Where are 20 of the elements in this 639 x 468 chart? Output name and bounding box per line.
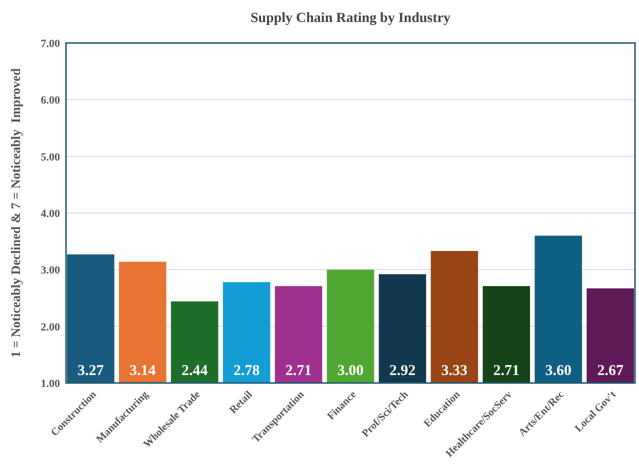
y-tick-label: 5.00 (40, 151, 60, 164)
data-label: 2.71 (493, 363, 520, 379)
y-tick-label: 4.00 (40, 208, 60, 220)
y-tick-label: 6.00 (40, 94, 60, 107)
y-tick-label: 1.00 (40, 378, 60, 390)
y-axis-title: 1 = Noticeably Declined & 7 = Noticeably Improved (8, 68, 23, 358)
data-label: 3.27 (78, 363, 104, 379)
data-label: 3.14 (130, 363, 156, 379)
data-label: 3.33 (441, 363, 468, 379)
chart-title: Supply Chain Rating by Industry (250, 11, 450, 26)
y-tick-label: 2.00 (40, 321, 60, 334)
data-label: 3.60 (545, 363, 572, 379)
y-tick-label: 7.00 (40, 38, 60, 50)
data-label: 2.44 (181, 363, 208, 379)
data-label: 2.71 (285, 363, 312, 379)
data-label: 3.00 (337, 363, 364, 379)
data-label: 2.92 (389, 363, 416, 379)
y-tick-label: 3.00 (40, 264, 60, 277)
data-label: 2.67 (597, 363, 624, 379)
data-label: 2.78 (233, 363, 260, 379)
